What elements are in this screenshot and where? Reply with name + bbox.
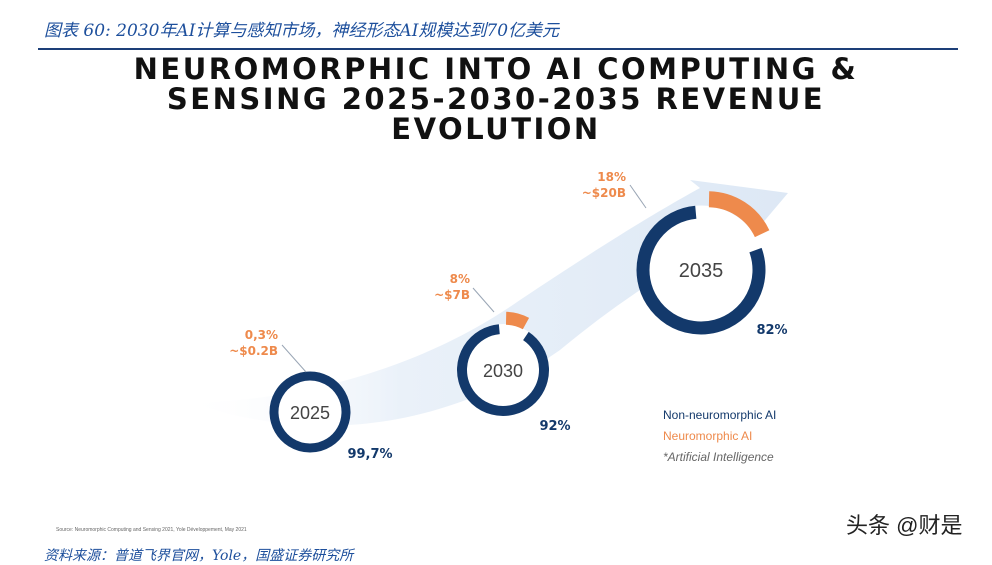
legend-note: *Artificial Intelligence [663,450,774,464]
pct-label-non-neuromorphic-2030: 92% [539,419,570,434]
donut-year-label-2030: 2030 [483,361,523,381]
donut-year-label-2025: 2025 [290,403,330,423]
leader-line-2030 [472,287,495,313]
pct-label-non-neuromorphic-2025: 99,7% [347,447,392,462]
title-line-3: EVOLUTION [391,112,601,146]
figure-caption: 图表 60: 2030年AI计算与感知市场，神经形态AI规模达到70亿美元 [44,21,560,41]
legend-neuromorphic: Neuromorphic AI [663,429,753,443]
watermark: 头条 @财是 [846,513,963,538]
value-label-neuromorphic-2035: ~$20B [582,186,626,200]
value-label-neuromorphic-2030: ~$7B [434,288,470,302]
donut-bg-2025 [269,371,351,453]
pct-label-neuromorphic-2030: 8% [450,272,470,286]
donut-segment-neuromorphic-2035 [708,191,770,238]
donut-segment-neuromorphic-2030 [505,311,530,330]
donut-bg-2030 [457,324,549,416]
pct-label-neuromorphic-2025: 0,3% [245,328,278,342]
chart-source-note: Source: Neuromorphic Computing and Sensi… [56,527,247,533]
pct-label-neuromorphic-2035: 18% [597,170,626,184]
leader-line-2025 [281,344,307,373]
legend-non-neuromorphic: Non-neuromorphic AI [663,408,777,422]
legend: Non-neuromorphic AI Neuromorphic AI *Art… [663,405,776,468]
donut-year-label-2035: 2035 [679,260,724,282]
donut-segment-non-neuromorphic-2030 [457,324,549,416]
chart-title: NEUROMORPHIC INTO AI COMPUTING & SENSING… [0,54,992,144]
caption-divider [38,48,958,50]
donut-segment-non-neuromorphic-2025 [269,371,351,453]
leader-line-2035 [629,184,647,209]
title-line-2: SENSING 2025-2030-2035 REVENUE [166,82,826,116]
title-line-1: NEUROMORPHIC INTO AI COMPUTING & [133,52,859,86]
value-label-neuromorphic-2025: ~$0.2B [229,344,278,358]
donut-segment-non-neuromorphic-2035 [636,205,766,335]
donut-bg-2035 [636,205,766,335]
pct-label-non-neuromorphic-2035: 82% [756,323,787,338]
growth-arrow [192,180,788,426]
bottom-source: 资料来源：普道飞界官网，Yole，国盛证券研究所 [44,548,354,564]
